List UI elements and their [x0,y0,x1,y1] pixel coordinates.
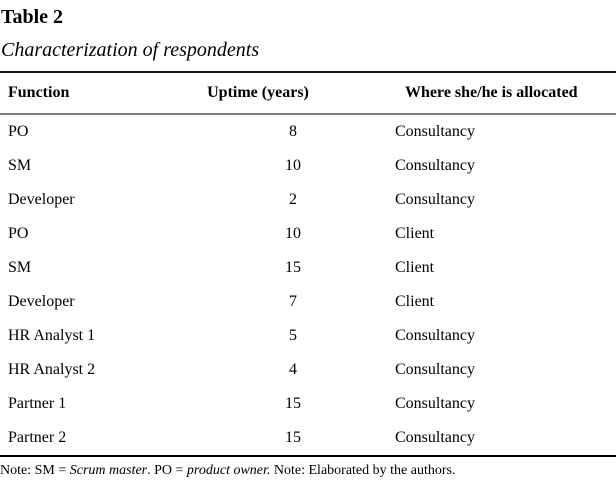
cell-function: Developer [8,293,75,310]
cell-allocation: Consultancy [395,123,475,140]
column-header-uptime: Uptime (years) [166,72,350,115]
cell-allocation: Consultancy [395,361,475,378]
table-row: Developer 2 Consultancy [0,183,616,217]
table-row: Partner 1 15 Consultancy [0,387,616,421]
table-label: Table 2 [1,6,64,28]
table-note: Note: SM = Scrum master. PO = product ow… [0,462,616,480]
cell-function: SM [8,157,32,174]
cell-function: PO [8,225,29,242]
table-row: PO 8 Consultancy [0,114,616,149]
cell-uptime: 5 [289,327,297,344]
table-row: Developer 7 Client [0,285,616,319]
table-row: PO 10 Client [0,217,616,251]
cell-uptime: 8 [289,123,297,140]
cell-uptime: 15 [285,429,301,446]
cell-function: Partner 1 [8,395,67,412]
cell-uptime: 4 [289,361,297,378]
cell-allocation: Consultancy [395,395,475,412]
note-term-product-owner: product owner. [186,463,271,478]
note-text: Note: SM = [0,463,70,478]
header-row: Function Uptime (years) Where she/he is … [0,72,616,115]
note-text: Note: Elaborated by the authors. [270,463,456,478]
table-row: SM 10 Consultancy [0,149,616,183]
column-header-allocation: Where she/he is allocated [350,72,616,115]
cell-allocation: Consultancy [395,157,475,174]
table-row: SM 15 Client [0,251,616,285]
cell-allocation: Consultancy [395,327,475,344]
cell-uptime: 10 [285,225,301,242]
cell-function: HR Analyst 1 [8,327,96,344]
cell-function: Partner 2 [8,429,67,446]
cell-function: PO [8,123,29,140]
cell-function: Developer [8,191,75,208]
cell-allocation: Client [395,259,435,276]
respondents-table: Function Uptime (years) Where she/he is … [0,71,616,457]
document-page: Table 2 Characterization of respondents … [0,6,616,480]
cell-uptime: 15 [285,259,301,276]
cell-uptime: 15 [285,395,301,412]
cell-function: SM [8,259,32,276]
note-text: . PO = [147,463,187,478]
note-term-scrum-master: Scrum master [69,463,148,478]
cell-uptime: 2 [289,191,297,208]
cell-function: HR Analyst 2 [8,361,96,378]
table-row: HR Analyst 2 4 Consultancy [0,353,616,387]
cell-uptime: 7 [289,293,297,310]
table-row: Partner 2 15 Consultancy [0,421,616,456]
cell-allocation: Client [395,225,435,242]
cell-allocation: Consultancy [395,191,475,208]
cell-allocation: Consultancy [395,429,475,446]
table-row: HR Analyst 1 5 Consultancy [0,319,616,353]
cell-allocation: Client [395,293,435,310]
column-header-function: Function [0,72,166,115]
table-body: PO 8 Consultancy SM 10 Consultancy Developer 2 C… [0,114,616,456]
table-caption: Characterization of respondents [1,39,260,61]
cell-uptime: 10 [285,157,301,174]
